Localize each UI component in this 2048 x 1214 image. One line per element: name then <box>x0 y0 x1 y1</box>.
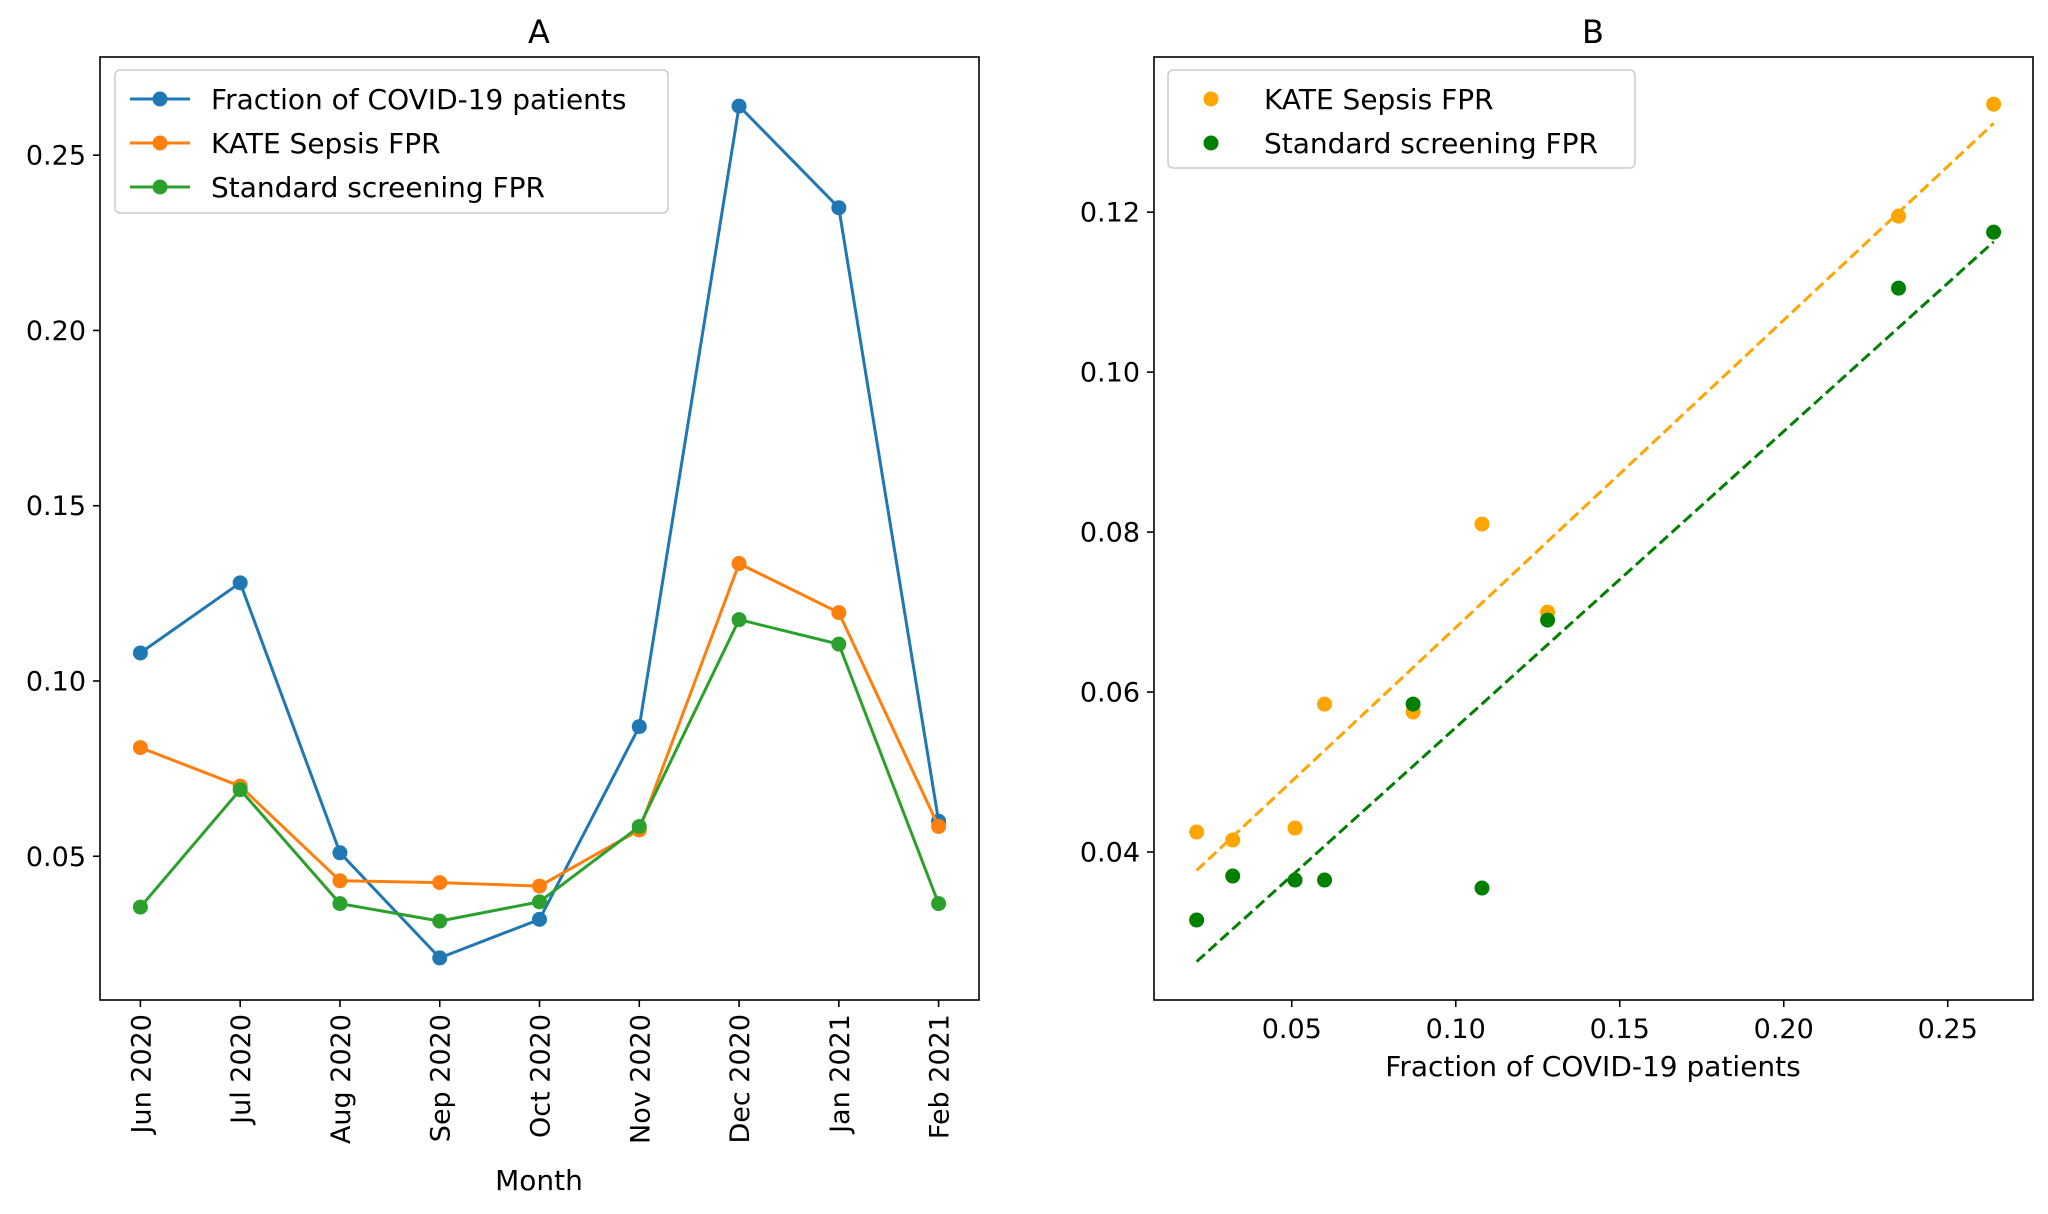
data-point-standard-screening-fpr <box>1474 880 1490 896</box>
x-tick-label: 0.15 <box>1590 1014 1650 1045</box>
y-tick-label: 0.20 <box>26 316 86 347</box>
panel-b-legend: KATE Sepsis FPR Standard screening FPR <box>1167 69 1636 169</box>
x-tick-label: Dec 2020 <box>725 1014 756 1144</box>
data-point-fraction-of-covid-19-patients <box>831 200 847 216</box>
data-point-kate-sepsis-fpr <box>432 875 448 891</box>
series-line-kate-sepsis-fpr <box>139 561 940 888</box>
data-point-fraction-of-covid-19-patients <box>631 719 647 735</box>
x-tick-label: Oct 2020 <box>526 1014 557 1138</box>
data-point-standard-screening-fpr <box>232 782 248 798</box>
legend-marker-standard-screening-fpr <box>1203 135 1219 151</box>
data-point-standard-screening-fpr <box>931 896 947 912</box>
data-point-fraction-of-covid-19-patients <box>432 950 448 966</box>
legend-label-standard-screening-fpr: Standard screening FPR <box>1264 127 1598 160</box>
panel-b-legend-box <box>1167 69 1636 169</box>
panel-a-x-axis-label: Month <box>495 1164 583 1197</box>
data-point-standard-screening-fpr <box>1540 612 1556 628</box>
panel-a-marks <box>132 98 947 966</box>
x-tick-label: 0.25 <box>1918 1014 1978 1045</box>
data-point-kate-sepsis-fpr <box>132 740 148 756</box>
y-tick-label: 0.15 <box>26 491 86 522</box>
data-point-kate-sepsis-fpr <box>1287 820 1303 836</box>
series-line-standard-screening-fpr <box>139 617 940 923</box>
data-point-standard-screening-fpr <box>1189 912 1205 928</box>
panel-b-y-axis: 0.04 0.06 0.08 0.10 0.12 <box>1080 198 1154 869</box>
legend-marker-kate-sepsis-fpr <box>1203 91 1219 107</box>
data-point-standard-screening-fpr <box>1317 872 1333 888</box>
data-point-kate-sepsis-fpr <box>1225 832 1241 848</box>
x-tick-label: 0.10 <box>1426 1014 1486 1045</box>
legend-marker-kate-sepsis-fpr <box>152 135 168 151</box>
data-point-fraction-of-covid-19-patients <box>332 845 348 861</box>
data-point-standard-screening-fpr <box>532 894 547 910</box>
legend-label-kate-sepsis-fpr: KATE Sepsis FPR <box>211 127 441 160</box>
panel-a-legend-box <box>114 69 669 214</box>
panel-a-x-axis: Jun 2020 Jul 2020 Aug 2020 Sep 2020 Oct 2020… <box>126 1000 956 1144</box>
y-tick-label: 0.10 <box>1080 358 1140 389</box>
legend-label-fraction-of-covid-19-patients: Fraction of COVID-19 patients <box>211 83 627 116</box>
data-point-fraction-of-covid-19-patients <box>532 911 547 927</box>
data-point-standard-screening-fpr <box>1405 696 1421 712</box>
data-point-kate-sepsis-fpr <box>931 818 947 834</box>
panel-a-y-axis: 0.05 0.10 0.15 0.20 0.25 <box>26 141 100 873</box>
data-point-kate-sepsis-fpr <box>731 556 747 572</box>
x-tick-label: Jul 2020 <box>226 1014 257 1126</box>
trend-line-standard-screening-fpr <box>1195 240 1995 963</box>
data-point-kate-sepsis-fpr <box>532 878 547 894</box>
panel-a-title: A <box>528 13 550 51</box>
data-point-standard-screening-fpr <box>631 818 647 834</box>
panel-b-x-axis-label: Fraction of COVID-19 patients <box>1385 1050 1801 1083</box>
data-point-fraction-of-covid-19-patients <box>232 575 248 591</box>
y-tick-label: 0.05 <box>26 842 86 873</box>
panel-a-line-chart: A 0.05 0.10 0.15 0.20 0.25 Jun 2020 Jul 2020 A… <box>26 13 980 1197</box>
y-tick-label: 0.06 <box>1080 678 1140 709</box>
panel-b-scatter-chart: B 0.040.060.080.100.12 0.05 0.10 0.15 0.20 0… <box>1080 13 2034 1083</box>
data-point-kate-sepsis-fpr <box>1317 696 1333 712</box>
legend-marker-fraction-of-covid-19-patients <box>152 91 168 107</box>
x-tick-label: 0.20 <box>1754 1014 1814 1045</box>
panel-b-frame <box>1153 56 2034 1001</box>
panel-b-marks <box>1189 96 2002 963</box>
data-point-kate-sepsis-fpr <box>1474 516 1490 532</box>
x-tick-label: Nov 2020 <box>625 1014 656 1144</box>
data-point-kate-sepsis-fpr <box>1189 824 1205 840</box>
data-point-kate-sepsis-fpr <box>1986 96 2002 112</box>
legend-label-standard-screening-fpr: Standard screening FPR <box>211 171 545 204</box>
data-point-standard-screening-fpr <box>1287 872 1303 888</box>
data-point-standard-screening-fpr <box>432 913 448 929</box>
y-tick-label: 0.08 <box>1080 518 1140 549</box>
y-tick-label: 0.04 <box>1080 838 1140 869</box>
legend-marker-standard-screening-fpr <box>152 179 168 195</box>
panel-a-legend: Fraction of COVID-19 patients KATE Sepsis… <box>114 69 669 214</box>
legend-label-kate-sepsis-fpr: KATE Sepsis FPR <box>1264 83 1494 116</box>
data-point-standard-screening-fpr <box>1891 280 1907 296</box>
data-point-fraction-of-covid-19-patients <box>731 98 747 114</box>
series-line-fraction-of-covid-19-patients <box>139 102 941 960</box>
x-tick-label: Aug 2020 <box>326 1014 357 1144</box>
data-point-standard-screening-fpr <box>332 896 348 912</box>
x-tick-label: Sep 2020 <box>426 1014 457 1142</box>
data-point-standard-screening-fpr <box>132 899 148 915</box>
x-tick-label: 0.05 <box>1262 1014 1322 1045</box>
data-point-kate-sepsis-fpr <box>332 873 348 889</box>
data-point-kate-sepsis-fpr <box>1891 208 1907 224</box>
y-tick-label: 0.25 <box>26 141 86 172</box>
trend-line-kate-sepsis-fpr <box>1195 122 1995 872</box>
data-point-standard-screening-fpr <box>731 612 747 628</box>
y-tick-label: 0.12 <box>1080 198 1140 229</box>
panel-b-title: B <box>1582 13 1604 51</box>
data-point-standard-screening-fpr <box>1225 868 1241 884</box>
x-tick-label: Jan 2021 <box>825 1014 856 1135</box>
panel-b-x-axis: 0.05 0.10 0.15 0.20 0.25 <box>1262 1000 1978 1045</box>
data-point-kate-sepsis-fpr <box>831 605 847 621</box>
x-tick-label: Feb 2021 <box>925 1014 956 1139</box>
y-tick-label: 0.10 <box>26 666 86 697</box>
data-point-fraction-of-covid-19-patients <box>132 645 148 661</box>
data-point-standard-screening-fpr <box>1986 224 2002 240</box>
x-tick-label: Jun 2020 <box>126 1014 157 1135</box>
data-point-standard-screening-fpr <box>831 636 847 652</box>
